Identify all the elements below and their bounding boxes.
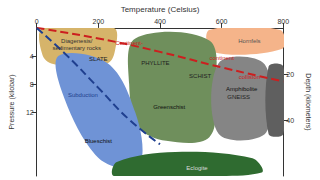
svg-text:Pressure (kilobar): Pressure (kilobar) [8,74,16,129]
svg-text:40: 40 [286,117,294,124]
svg-text:Hornfels: Hornfels [238,38,260,44]
svg-text:4: 4 [30,53,34,60]
svg-text:600: 600 [216,18,228,25]
svg-text:Temperature (Celsius): Temperature (Celsius) [121,5,200,14]
svg-text:GNEISS: GNEISS [227,94,250,100]
svg-text:continent: continent [209,55,234,61]
svg-text:200: 200 [92,18,104,25]
svg-text:PHYLLITE: PHYLLITE [141,60,169,66]
svg-text:Blueschist: Blueschist [85,138,113,144]
svg-text:Greenschist: Greenschist [153,104,185,110]
svg-text:collision: collision [239,74,260,80]
svg-text:Depth (kilometers): Depth (kilometers) [304,73,312,130]
svg-text:Diagenesis/: Diagenesis/ [61,38,93,44]
svg-text:400: 400 [154,18,166,25]
svg-text:Continent-: Continent- [115,40,143,46]
svg-text:SLATE: SLATE [89,56,108,62]
svg-text:12: 12 [26,109,34,116]
svg-text:800: 800 [277,18,289,25]
svg-text:SCHIST: SCHIST [189,73,211,79]
svg-text:8: 8 [30,81,34,88]
svg-text:0: 0 [35,18,39,25]
svg-text:Eclogite: Eclogite [186,165,208,171]
svg-text:sedimentary rocks: sedimentary rocks [52,45,101,51]
svg-text:Subduction: Subduction [68,92,98,98]
svg-text:20: 20 [286,71,294,78]
svg-text:Amphibolite: Amphibolite [226,86,258,92]
